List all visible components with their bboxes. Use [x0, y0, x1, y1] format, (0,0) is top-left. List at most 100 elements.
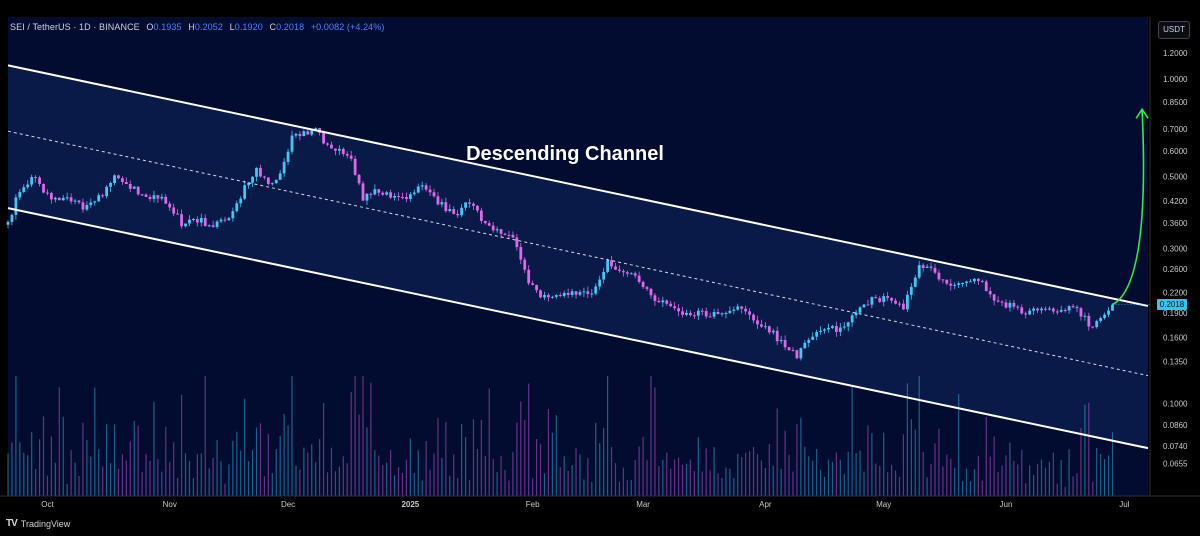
volume-bar — [890, 464, 893, 496]
volume-bar — [677, 457, 680, 496]
volume-bar — [879, 465, 881, 496]
candle-body — [1095, 320, 1099, 328]
open-label: O — [146, 22, 154, 32]
volume-bar — [244, 398, 246, 496]
volume-bar — [1017, 464, 1019, 496]
volume-bar — [153, 401, 155, 496]
price-tick-label: 0.0860 — [1163, 421, 1188, 430]
volume-bar — [121, 454, 123, 496]
volume-bar — [709, 470, 711, 496]
candle-body — [53, 197, 57, 200]
volume-bar — [887, 472, 889, 496]
volume-bar — [117, 468, 120, 496]
candle-body — [744, 308, 748, 312]
candle-body — [905, 294, 909, 310]
price-tick-label: 0.4200 — [1163, 197, 1188, 206]
candle-body — [1024, 313, 1028, 315]
candle-body — [973, 278, 976, 282]
volume-bar — [681, 464, 684, 496]
candle-body — [854, 312, 858, 316]
volume-bar — [532, 478, 534, 496]
volume-bar — [958, 394, 960, 496]
candle-body — [807, 339, 811, 343]
low-label: L — [229, 22, 235, 32]
volume-bar — [204, 376, 206, 496]
volume-bar — [457, 477, 459, 496]
currency-button[interactable]: USDT — [1158, 21, 1190, 39]
candle-body — [270, 183, 274, 185]
volume-bar — [196, 453, 198, 496]
price-tick-label: 1.2000 — [1163, 49, 1188, 58]
candle-body — [819, 330, 822, 333]
volume-bar — [595, 422, 597, 496]
price-tick-label: 0.5000 — [1163, 173, 1188, 182]
candle-body — [1067, 306, 1071, 311]
volume-bar — [216, 439, 218, 496]
candle-body — [148, 196, 152, 199]
tradingview-brand[interactable]: TV TradingView — [6, 518, 70, 529]
volume-bar — [480, 419, 482, 496]
volume-bar — [1021, 449, 1023, 496]
volume-bar — [11, 442, 13, 496]
volume-bar — [1084, 404, 1086, 496]
candle-body — [1099, 317, 1103, 321]
volume-bar — [962, 481, 964, 496]
candle-body — [144, 194, 148, 197]
volume-bar — [603, 428, 605, 496]
candle-body — [1000, 301, 1004, 303]
volume-bar — [66, 483, 68, 496]
volume-bar — [161, 471, 163, 496]
candle-body — [468, 202, 471, 204]
channel-lower-line[interactable] — [7, 207, 1149, 450]
candle-body — [894, 300, 897, 304]
candle-body — [1004, 302, 1008, 308]
volume-bar — [551, 432, 553, 496]
projection-arrow[interactable] — [1112, 110, 1145, 306]
candle-body — [665, 300, 669, 304]
volume-bar — [303, 447, 305, 496]
candle-body — [369, 193, 373, 195]
volume-bar — [374, 450, 376, 496]
candle-body — [211, 225, 215, 227]
volume-bar — [642, 436, 644, 496]
candle-body — [550, 296, 554, 298]
candle-body — [290, 135, 294, 152]
volume-bar — [42, 416, 45, 496]
candle-body — [558, 295, 562, 297]
candle-body — [424, 185, 428, 190]
volume-bar — [232, 440, 234, 496]
volume-bar — [902, 434, 905, 496]
volume-bar — [606, 376, 609, 496]
candle-body — [582, 291, 586, 293]
candle-body — [14, 197, 18, 215]
volume-bar — [405, 459, 408, 496]
volume-bar — [674, 459, 676, 496]
volume-bar — [835, 452, 837, 496]
channel-middle-line[interactable] — [7, 130, 1149, 377]
volume-bar — [973, 469, 976, 496]
candle-body — [1091, 326, 1095, 328]
candle-body — [405, 197, 408, 199]
candle-body — [850, 315, 854, 323]
volume-bar — [212, 457, 214, 496]
volume-bar — [441, 457, 443, 496]
candle-body — [732, 309, 736, 311]
volume-bar — [192, 478, 194, 496]
candle-body — [685, 312, 688, 315]
candle-body — [1071, 306, 1075, 308]
candle-body — [282, 161, 286, 174]
candle-body — [235, 203, 239, 212]
time-tick-label: Oct — [41, 500, 54, 509]
symbol-label[interactable]: SEI / TetherUS · 1D · BINANCE — [10, 22, 140, 32]
volume-bar — [58, 387, 60, 496]
candle-body — [720, 313, 724, 315]
volume-bar — [662, 459, 664, 496]
candle-body — [929, 266, 933, 268]
volume-bar — [792, 471, 794, 496]
volume-bar — [1080, 428, 1082, 496]
candle-body — [574, 291, 578, 295]
candle-body — [1051, 308, 1055, 312]
channel-upper-line[interactable] — [7, 64, 1149, 307]
